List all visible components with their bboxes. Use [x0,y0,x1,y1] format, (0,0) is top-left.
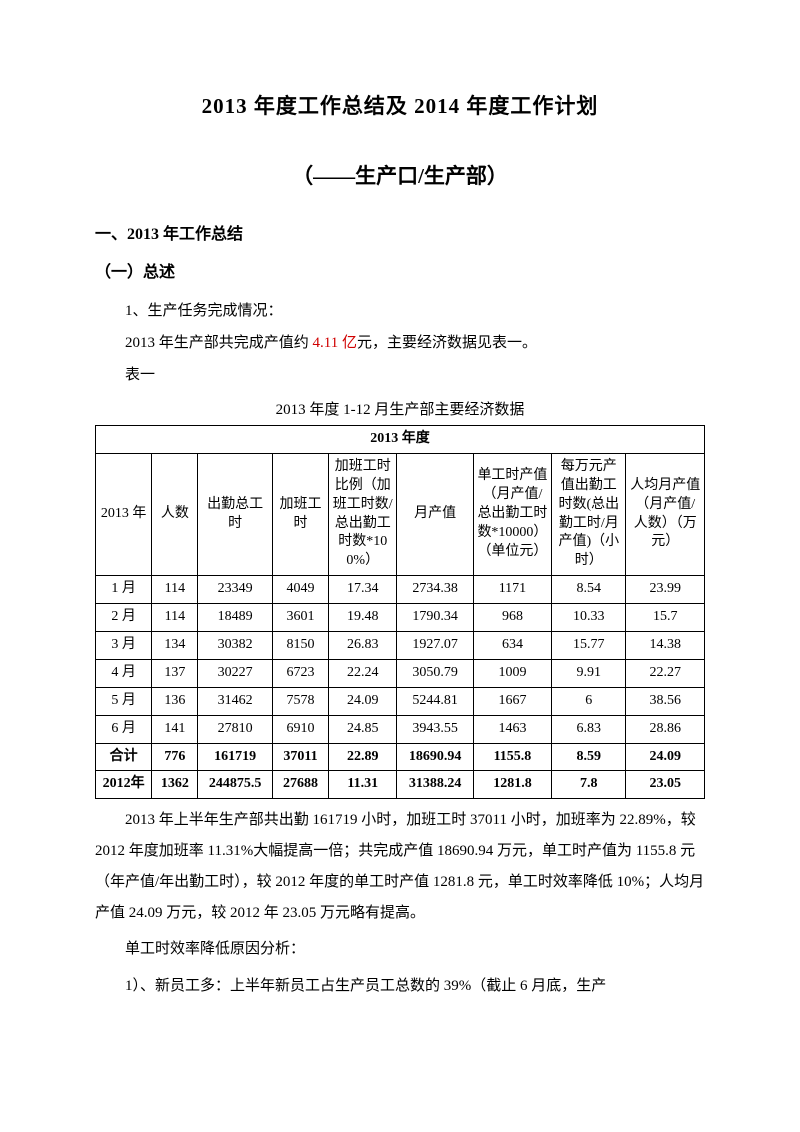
col-head-0: 2013 年 [96,453,152,575]
col-head-3: 加班工时 [272,453,328,575]
col-head-2: 出勤总工时 [198,453,272,575]
table-row: 5 月 136 31462 7578 24.09 5244.81 1667 6 … [96,687,705,715]
document-page: 2013 年度工作总结及 2014 年度工作计划 （——生产口/生产部） 一、2… [0,0,800,1052]
body-line-1: 1、生产任务完成情况： [95,296,705,326]
body-line-2: 2013 年生产部共完成产值约 4.11 亿元，主要经济数据见表一。 [95,328,705,358]
col-head-7: 每万元产值出勤工时数(总出勤工时/月产值)（小时） [552,453,626,575]
table-row: 2 月 114 18489 3601 19.48 1790.34 968 10.… [96,604,705,632]
col-head-8: 人均月产值（月产值/人数）（万元） [626,453,705,575]
page-title: 2013 年度工作总结及 2014 年度工作计划 [95,90,705,120]
body-line-2-highlight: 4.11 亿 [313,335,357,351]
col-head-5: 月产值 [397,453,473,575]
body-line-2-post: 元，主要经济数据见表一。 [357,335,537,351]
body-line-3: 表一 [95,360,705,390]
table-row: 3 月 134 30382 8150 26.83 1927.07 634 15.… [96,632,705,660]
table-row: 1 月 114 23349 4049 17.34 2734.38 1171 8.… [96,576,705,604]
col-head-4: 加班工时比例（加班工时数/总出勤工时数*100%） [329,453,397,575]
sub-heading-1-1: （一）总述 [95,258,705,282]
table-row: 4 月 137 30227 6723 22.24 3050.79 1009 9.… [96,659,705,687]
table-total-row: 合计 776 161719 37011 22.89 18690.94 1155.… [96,743,705,771]
table-prev-year-row: 2012年 1362 244875.5 27688 11.31 31388.24… [96,771,705,799]
paragraph-1: 2013 年上半年生产部共出勤 161719 小时，加班工时 37011 小时，… [95,805,705,928]
col-head-1: 人数 [152,453,198,575]
page-subtitle: （——生产口/生产部） [95,160,705,190]
data-table: 2013 年度 2013 年 人数 出勤总工时 加班工时 加班工时比例（加班工时… [95,425,705,799]
table-row: 6 月 141 27810 6910 24.85 3943.55 1463 6.… [96,715,705,743]
table-caption: 2013 年度 1-12 月生产部主要经济数据 [95,398,705,419]
paragraph-3: 1）、新员工多：上半年新员工占生产员工总数的 39%（截止 6 月底，生产 [95,971,705,1002]
body-line-2-pre: 2013 年生产部共完成产值约 [125,335,313,351]
col-head-6: 单工时产值（月产值/总出勤工时数*10000）（单位元） [473,453,551,575]
table-year-header: 2013 年度 [96,426,705,454]
paragraph-2: 单工时效率降低原因分析： [95,934,705,965]
section-heading-1: 一、2013 年工作总结 [95,220,705,244]
